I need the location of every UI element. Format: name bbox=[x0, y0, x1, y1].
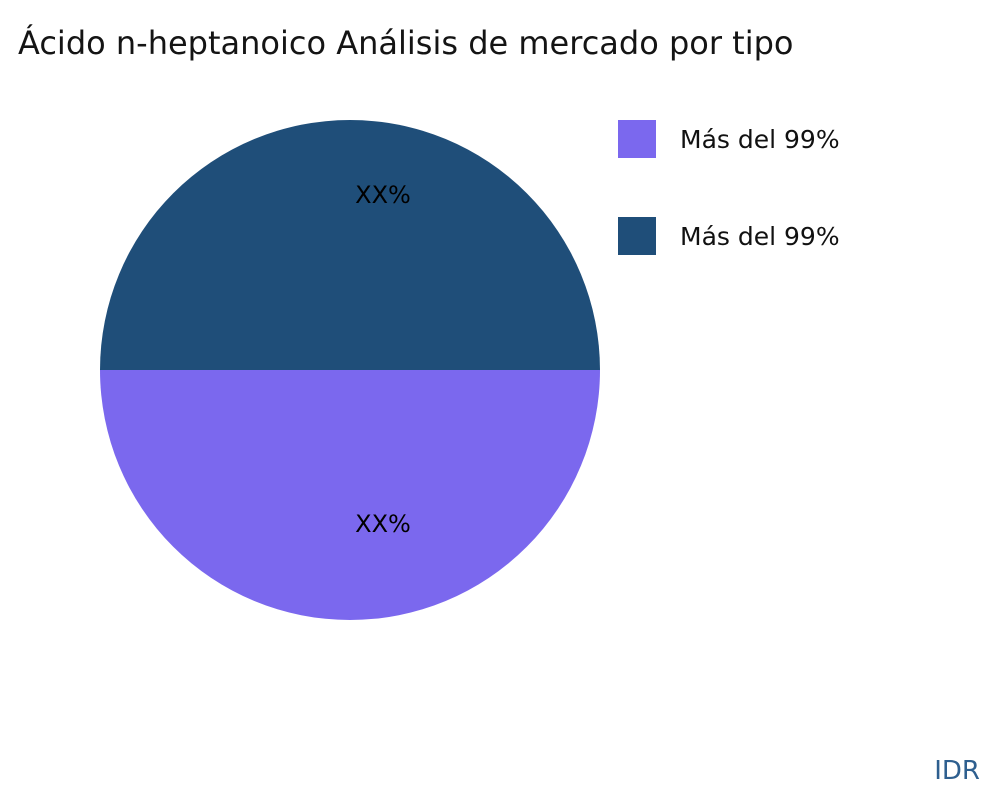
legend-label: Más del 99% bbox=[680, 221, 840, 251]
legend-swatch-navy bbox=[618, 217, 656, 255]
legend-label: Más del 99% bbox=[680, 124, 840, 154]
pie-chart bbox=[100, 120, 600, 620]
legend: Más del 99% Más del 99% bbox=[618, 120, 840, 255]
slice-data-label-top: XX% bbox=[355, 181, 411, 209]
slice-data-label-bottom: XX% bbox=[355, 510, 411, 538]
legend-item: Más del 99% bbox=[618, 217, 840, 255]
legend-item: Más del 99% bbox=[618, 120, 840, 158]
chart-title: Ácido n-heptanoico Análisis de mercado p… bbox=[18, 24, 794, 62]
watermark-idr: IDR bbox=[934, 756, 980, 786]
legend-swatch-purple bbox=[618, 120, 656, 158]
